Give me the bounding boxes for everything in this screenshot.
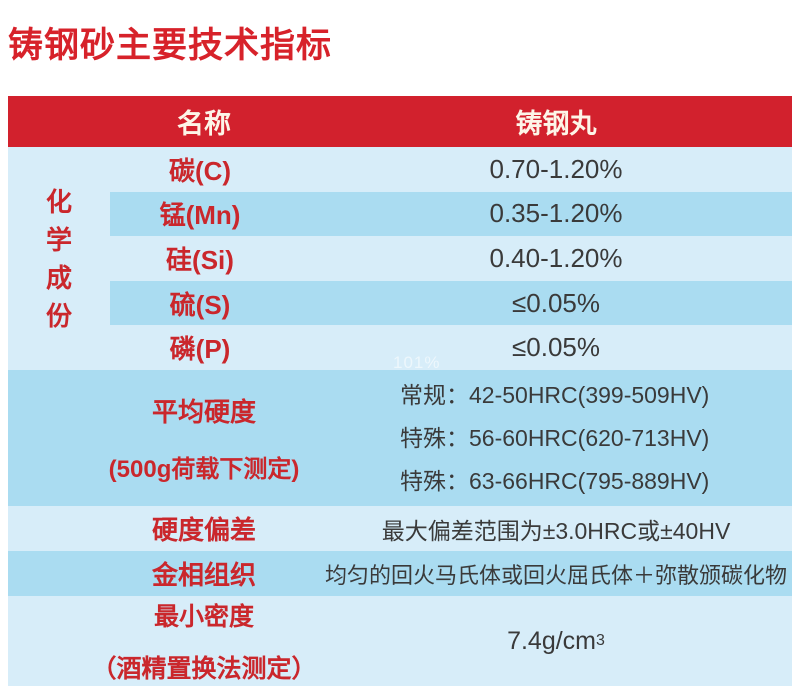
row-label: 硫(S): [169, 289, 231, 320]
table-row-sulfur: 硫(S) ≤0.05%: [110, 280, 792, 326]
row-value: 均匀的回火马氏体或回火屈氏体＋弥散颁碳化物: [324, 562, 787, 588]
row-label: 硬度偏差: [151, 515, 256, 545]
table-row-minimum-density: 最小密度 （酒精置换法测定） 7.4g/cm 3: [8, 596, 792, 686]
row-label: 磷(P): [169, 334, 231, 365]
row-label: 金相组织: [151, 560, 256, 590]
table-row-carbon: 碳(C) 0.70-1.20%: [110, 147, 792, 192]
row-value: 0.40-1.20%: [489, 242, 623, 273]
hardness-value-special-1: 特殊：56-60HRC(620-713HV): [400, 424, 710, 451]
density-value: 7.4g/cm: [507, 626, 597, 655]
hardness-label-line2: (500g荷载下测定): [108, 456, 300, 483]
row-label: 硅(Si): [166, 244, 234, 275]
hardness-value-special-2: 特殊：63-66HRC(795-889HV): [400, 467, 710, 494]
row-value: ≤0.05%: [512, 287, 600, 318]
hardness-label-line1: 平均硬度: [151, 397, 256, 427]
hardness-value-regular: 常规：42-50HRC(399-509HV): [400, 381, 710, 408]
table-row-average-hardness: 平均硬度 (500g荷载下测定) 常规：42-50HRC(399-509HV) …: [8, 370, 792, 506]
table-row-hardness-deviation: 硬度偏差 最大偏差范围为±3.0HRC或±40HV: [8, 506, 792, 551]
row-label: 碳(C): [168, 155, 232, 186]
chemistry-rows: 碳(C) 0.70-1.20% 锰(Mn) 0.35-1.20% 硅(Si) 0…: [110, 147, 792, 370]
density-label-line1: 最小密度: [153, 603, 254, 631]
chemistry-section: 化学成份 碳(C) 0.70-1.20% 锰(Mn) 0.35-1.20% 硅(…: [8, 147, 792, 370]
page-title: 铸钢砂主要技术指标: [8, 26, 333, 65]
density-label-line2: （酒精置换法测定）: [91, 655, 317, 683]
table-row-metallographic-structure: 金相组织 均匀的回火马氏体或回火屈氏体＋弥散颁碳化物: [8, 551, 792, 596]
row-label: 锰(Mn): [159, 200, 241, 231]
row-value: ≤0.05%: [512, 332, 600, 363]
table-row-phosphorus: 磷(P) ≤0.05%: [110, 325, 792, 370]
table-row-manganese: 锰(Mn) 0.35-1.20%: [110, 191, 792, 237]
row-label: 平均硬度 (500g荷载下测定): [8, 370, 400, 506]
header-name-column: 名称: [177, 109, 231, 139]
table-header-row: 名称 铸钢丸: [8, 96, 792, 147]
chemistry-group-label: 化学成份: [45, 186, 72, 331]
row-value: 7.4g/cm 3: [507, 626, 605, 655]
header-value-column: 铸钢丸: [515, 109, 597, 139]
row-value: 0.35-1.20%: [489, 198, 623, 229]
row-value: 0.70-1.20%: [489, 153, 623, 184]
row-value: 最大偏差范围为±3.0HRC或±40HV: [381, 517, 731, 544]
table-row-silicon: 硅(Si) 0.40-1.20%: [110, 236, 792, 281]
row-label: 最小密度 （酒精置换法测定）: [8, 596, 400, 686]
spec-table: 名称 铸钢丸 化学成份 碳(C) 0.70-1.20% 锰(Mn) 0.35-1…: [8, 96, 792, 686]
hardness-values: 常规：42-50HRC(399-509HV) 特殊：56-60HRC(620-7…: [400, 370, 792, 506]
chemistry-group-cell: 化学成份: [8, 147, 110, 370]
